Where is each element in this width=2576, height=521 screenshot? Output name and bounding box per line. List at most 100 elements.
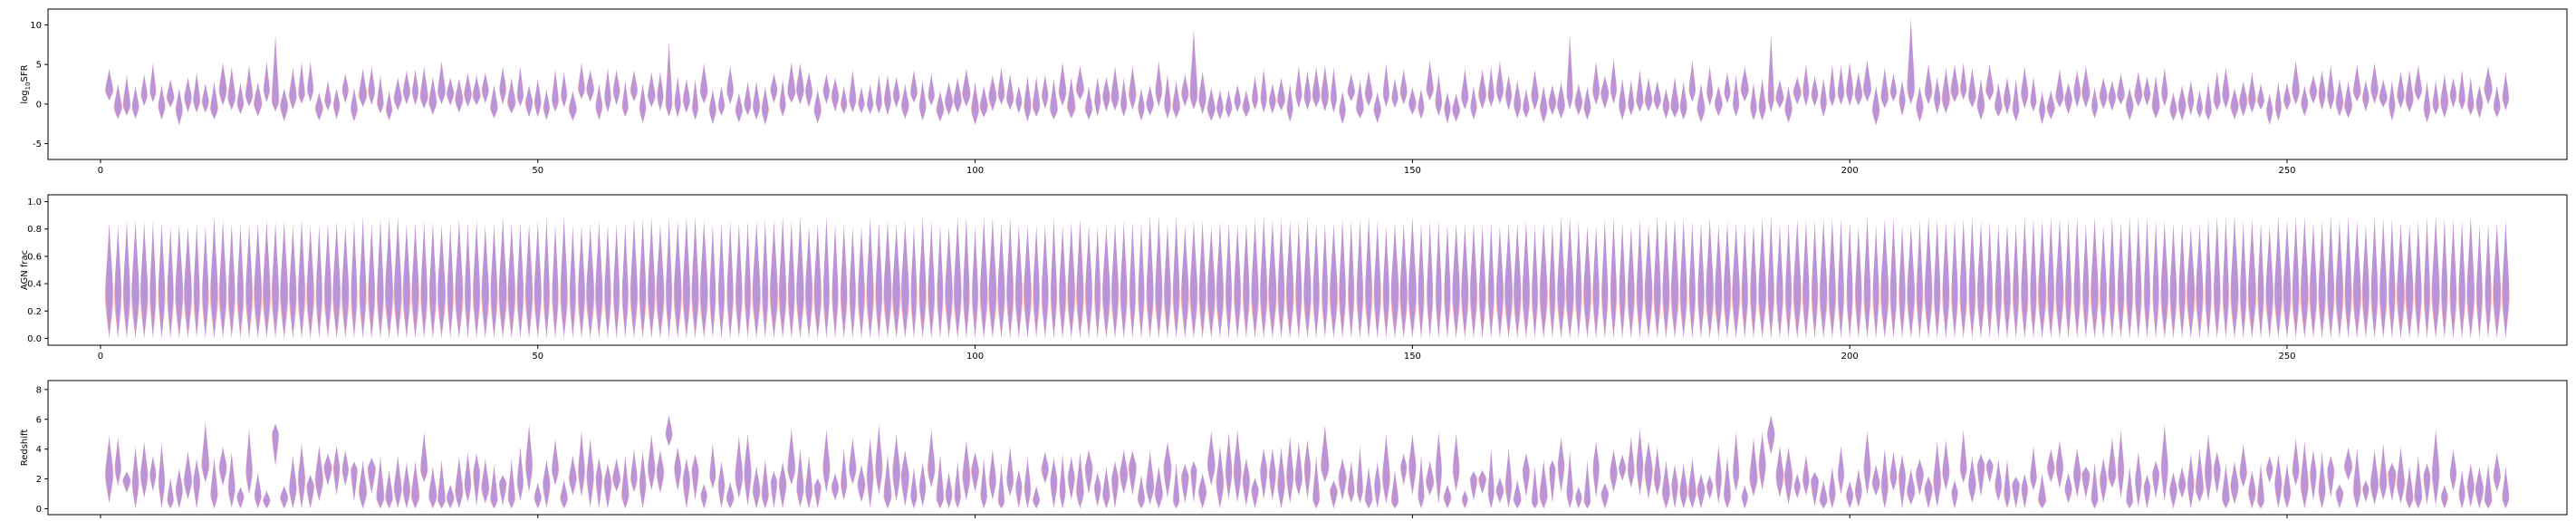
violin-series-red: [561, 72, 568, 108]
violin-series-blue: [1015, 85, 1022, 114]
violin-series-blue: [1269, 82, 1276, 114]
violin-series-blue: [1793, 218, 1802, 339]
violin-series-blue: [2144, 76, 2150, 106]
violin-series-red: [945, 226, 954, 339]
violin-series-blue: [884, 74, 891, 116]
violin-series-red: [377, 74, 384, 114]
violin-series-red: [1951, 220, 1958, 339]
violin-series-red: [2318, 451, 2326, 509]
violin-series-red: [988, 74, 997, 111]
violin-series-red: [682, 458, 691, 509]
violin-series-blue: [1942, 439, 1949, 491]
violin-series-blue: [2257, 462, 2264, 509]
violin-series-blue: [377, 456, 384, 509]
violin-series-blue: [455, 78, 463, 113]
violin-series-blue: [2475, 84, 2483, 119]
violin-series-blue: [1067, 76, 1075, 119]
violin-series-red: [656, 223, 665, 339]
violin-series-red: [2423, 462, 2431, 506]
violin-series-blue: [1968, 456, 1976, 504]
violin-series-red: [314, 92, 323, 121]
violin-series-blue: [1243, 90, 1250, 118]
violin-series-red: [612, 458, 621, 492]
violin-series-red: [665, 40, 673, 118]
violin-series-red: [1706, 475, 1714, 500]
violin-series-red: [1216, 221, 1225, 339]
violin-series-red: [1495, 477, 1504, 503]
violin-series-red: [1828, 217, 1837, 339]
violin-series-red: [1679, 81, 1687, 121]
violin-series-blue: [2073, 216, 2081, 339]
violin-series-blue: [823, 215, 830, 339]
violin-series-red: [1504, 448, 1513, 509]
violin-series-red: [1120, 449, 1129, 495]
violin-series-red: [1277, 218, 1285, 339]
violin-series-blue: [1391, 78, 1399, 109]
violin-series-blue: [254, 222, 262, 339]
violin-series-blue: [315, 445, 323, 502]
violin-series-red: [1084, 225, 1093, 339]
violin-series-blue: [1820, 217, 1828, 339]
violin-series-red: [2037, 219, 2047, 339]
violin-series-red: [630, 70, 639, 102]
violin-series-red: [245, 429, 253, 495]
violin-series-red: [647, 433, 656, 491]
violin-series-red: [2143, 217, 2151, 339]
violin-series-blue: [159, 442, 165, 509]
violin-series-blue: [2353, 221, 2361, 339]
violin-series-blue: [937, 90, 944, 122]
violin-series-red: [1234, 224, 1242, 339]
violin-series-blue: [481, 458, 489, 504]
violin-series-blue: [1995, 223, 2002, 339]
violin-series-red: [1400, 453, 1408, 487]
violin-series-blue: [744, 81, 752, 116]
violin-series-blue: [264, 61, 270, 102]
violin-series-blue: [1357, 445, 1363, 504]
violin-series-red: [149, 62, 157, 102]
violin-series-red: [1373, 92, 1382, 124]
violin-series-blue: [543, 217, 550, 339]
violin-series-red: [1539, 222, 1548, 339]
violin-series-red: [936, 454, 945, 509]
violin-series-blue: [1942, 67, 1950, 114]
violin-series-blue: [394, 216, 402, 339]
violin-series-blue: [1198, 473, 1206, 509]
violin-series-blue: [2126, 217, 2133, 339]
violin-series-blue: [2222, 66, 2230, 109]
violin-series-red: [1330, 479, 1338, 509]
violin-series-blue: [2327, 216, 2334, 339]
violin-series-red: [490, 223, 498, 339]
violin-series-red: [1985, 63, 1994, 101]
violin-series-red: [2362, 479, 2369, 503]
violin-series-blue: [2187, 452, 2195, 509]
violin-series-red: [2152, 460, 2160, 499]
violin-series-red: [2484, 65, 2493, 105]
violin-series-blue: [167, 478, 174, 509]
violin-series-red: [1522, 452, 1531, 497]
violin-series-red: [2196, 90, 2204, 119]
violin-series-red: [201, 421, 210, 483]
violin-series-red: [1636, 219, 1644, 339]
violin-series-blue: [307, 61, 313, 102]
violin-series-red: [2502, 219, 2510, 339]
violin-series-blue: [140, 440, 148, 498]
violin-series-red: [1976, 220, 1985, 339]
violin-series-blue: [1068, 456, 1075, 500]
y-axis-label: AGN frac: [20, 250, 30, 290]
violin-series-blue: [735, 92, 743, 123]
violin-series-red: [1390, 221, 1399, 339]
violin-series-red: [1110, 65, 1120, 111]
violin-series-red: [726, 481, 735, 509]
violin-series-blue: [945, 82, 953, 116]
violin-series-blue: [884, 454, 891, 509]
violin-series-red: [1610, 449, 1618, 493]
violin-series-blue: [2450, 449, 2456, 492]
violin-series-blue: [1339, 458, 1347, 501]
violin-series-blue: [1207, 226, 1216, 339]
violin-series-blue: [2222, 463, 2230, 509]
violin-series-blue: [2353, 448, 2361, 509]
violin-series-blue: [176, 468, 183, 509]
violin-series-blue: [762, 86, 769, 125]
violin-series-blue: [2336, 484, 2343, 509]
violin-series-red: [752, 221, 761, 339]
